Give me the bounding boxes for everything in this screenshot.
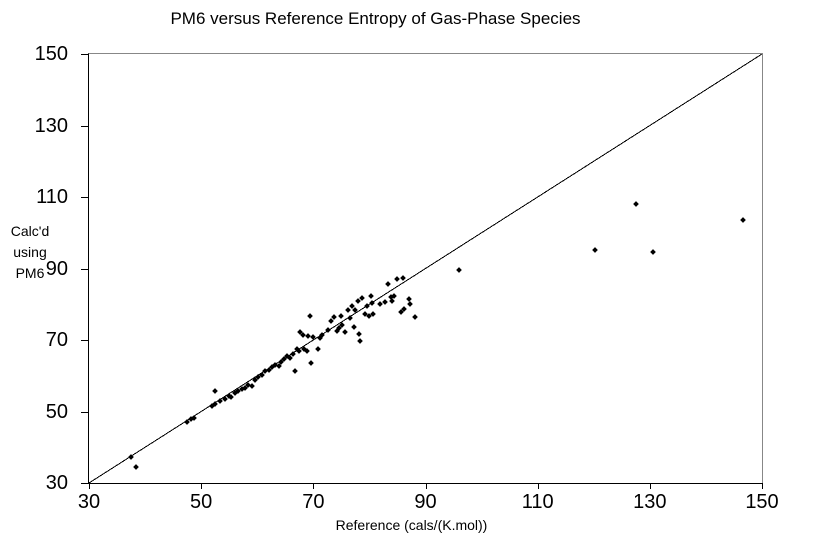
y-tick-label: 90 [45,257,68,280]
x-tick-mark [425,483,427,489]
x-tick-label: 130 [633,491,667,513]
y-axis-title: Calc'd using PM6 [5,221,55,284]
x-tick-mark [537,483,539,489]
x-tick-label: 50 [190,491,213,513]
x-tick-mark [89,483,90,489]
y-tick-label: 110 [36,186,68,208]
y-tick-label: 30 [45,472,68,494]
y-tick-mark [81,340,88,341]
plot-area [88,53,763,484]
y-axis-title-line-3: PM6 [15,265,45,281]
identity-line-layer [89,54,762,483]
y-tick-label: 70 [45,329,68,351]
x-tick-label: 30 [77,491,101,513]
y-tick-mark [81,268,88,270]
chart-title: PM6 versus Reference Entropy of Gas-Phas… [170,9,581,28]
x-axis-title: Reference (cals/(K.mol)) [335,517,488,533]
y-axis-title-line-2: using [13,244,47,260]
x-tick-mark [313,483,315,489]
x-tick-label: 110 [521,491,554,513]
identity-line [89,54,762,483]
x-tick-label: 70 [302,491,325,513]
y-tick-label: 130 [34,114,68,137]
x-tick-label: 90 [414,491,437,513]
x-tick-mark [649,483,651,489]
y-tick-mark [81,54,88,55]
x-tick-mark [201,483,203,489]
y-tick-label: 50 [45,400,68,423]
x-tick-label: 150 [745,491,779,513]
y-tick-mark [81,411,88,413]
y-tick-label: 150 [34,43,68,65]
x-tick-mark [762,483,763,489]
y-tick-mark [81,125,88,127]
y-tick-mark [81,197,88,198]
y-axis-title-line-1: Calc'd [10,223,50,239]
y-tick-mark [81,483,88,484]
